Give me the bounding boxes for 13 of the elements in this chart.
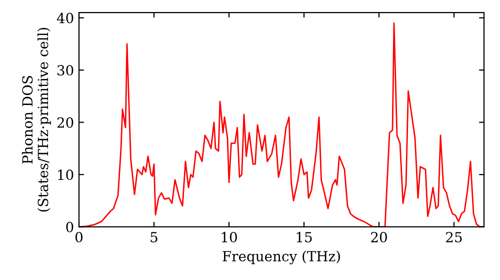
x-tick-label: 10 bbox=[222, 232, 237, 242]
y-tick-label: 10 bbox=[58, 170, 74, 180]
x-tick-label: 20 bbox=[371, 232, 387, 242]
x-tick-label: 15 bbox=[296, 232, 312, 242]
y-tick-label: 20 bbox=[57, 117, 74, 128]
y-tick-label: 30 bbox=[58, 65, 74, 76]
y-tick-label: 40 bbox=[56, 12, 74, 24]
y-axis-title: Phonon DOS (States/THz·primitive cell) bbox=[22, 28, 51, 212]
y-tick-label: 0 bbox=[66, 222, 74, 232]
x-tick-label: 25 bbox=[446, 232, 462, 242]
x-tick-label: 0 bbox=[75, 232, 82, 242]
x-axis-title: Frequency (THz) bbox=[222, 250, 340, 264]
x-tick-label: 5 bbox=[150, 232, 158, 242]
